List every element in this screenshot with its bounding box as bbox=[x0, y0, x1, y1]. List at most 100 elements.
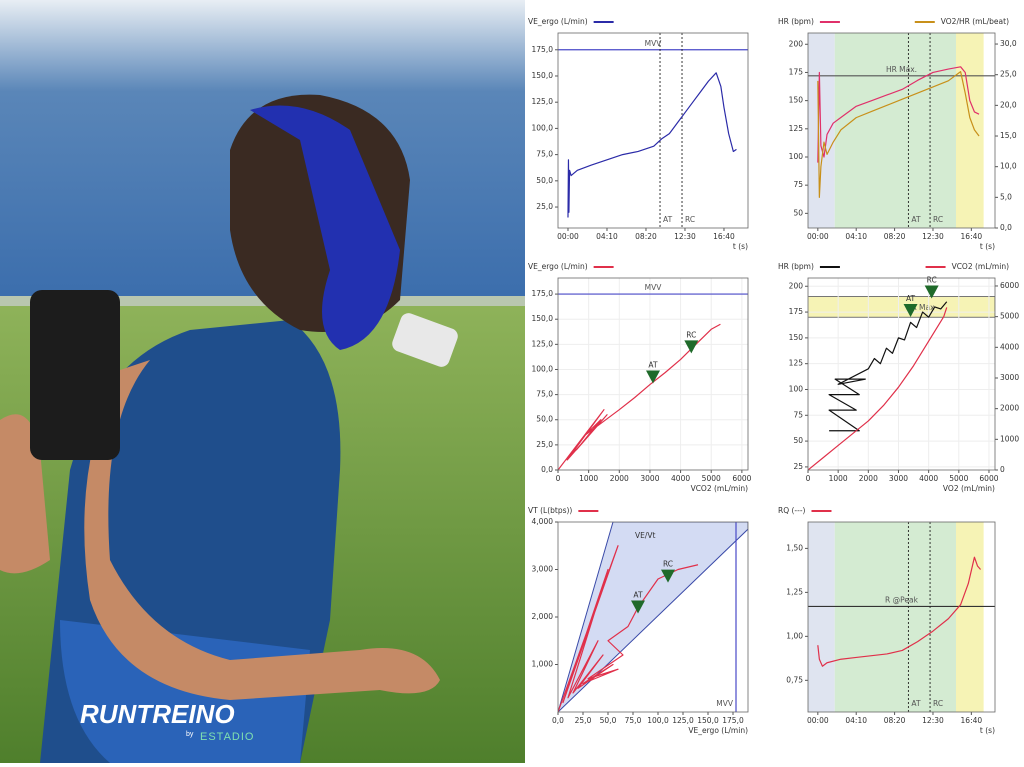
x-tick-label: 00:00 bbox=[557, 232, 579, 241]
plot-frame bbox=[807, 32, 996, 229]
y-tick-label: 150,0 bbox=[532, 314, 554, 323]
threshold-marker bbox=[646, 370, 660, 384]
y-tick-label: 200 bbox=[789, 281, 804, 290]
y-tick-label: 200 bbox=[789, 39, 804, 48]
x-axis-label: VE_ergo (L/min) bbox=[688, 726, 748, 735]
x-tick-label: 0 bbox=[556, 474, 561, 483]
series-name: VO2/HR (mL/beat) bbox=[941, 17, 1009, 26]
y2-tick-label: 5000 bbox=[1000, 312, 1019, 321]
x-tick-label: 00:00 bbox=[807, 232, 829, 241]
y-tick-label: 50 bbox=[793, 208, 803, 217]
x-tick-label: 3000 bbox=[889, 474, 908, 483]
series-name: VE_ergo (L/min) bbox=[528, 17, 588, 26]
plot: HR Max bbox=[808, 278, 995, 470]
x-tick-label: 0 bbox=[806, 474, 811, 483]
y2-tick-label: 20,0 bbox=[1000, 100, 1017, 109]
x-tick-label: 0,0 bbox=[552, 716, 564, 725]
y-tick-label: 125 bbox=[789, 359, 804, 368]
threshold-label: RC bbox=[933, 215, 943, 224]
y2-tick-label: 6000 bbox=[1000, 281, 1019, 290]
y-tick-label: 25,0 bbox=[536, 202, 553, 211]
x-tick-label: 4000 bbox=[919, 474, 938, 483]
marker-label: RC bbox=[927, 275, 937, 284]
x-tick-label: 50,0 bbox=[600, 716, 617, 725]
y-tick-label: 125 bbox=[789, 124, 804, 133]
y-tick-label: 0,0 bbox=[541, 465, 553, 474]
x-tick-label: 12:30 bbox=[922, 716, 944, 725]
series-line bbox=[817, 66, 980, 163]
y-tick-label: 1,000 bbox=[532, 660, 554, 669]
series-line bbox=[828, 301, 948, 432]
y-tick-label: 150,0 bbox=[532, 71, 554, 80]
y-tick-label: 75 bbox=[793, 180, 803, 189]
x-tick-label: 00:00 bbox=[807, 716, 829, 725]
x-tick-label: 16:40 bbox=[961, 232, 983, 241]
y2-tick-label: 5,0 bbox=[1000, 192, 1012, 201]
y2-tick-label: 10,0 bbox=[1000, 162, 1017, 171]
x-tick-label: 08:20 bbox=[884, 232, 906, 241]
y-tick-label: 2,000 bbox=[532, 612, 554, 621]
plot-frame bbox=[557, 521, 749, 713]
reference-label: MVV bbox=[645, 39, 663, 48]
threshold-marker bbox=[661, 569, 675, 583]
y-tick-label: 175,0 bbox=[532, 289, 554, 298]
x-tick-label: 125,0 bbox=[672, 716, 694, 725]
brand-partner: ESTADIO bbox=[200, 731, 254, 743]
y-tick-label: 150 bbox=[789, 96, 804, 105]
y-tick-label: 4,000 bbox=[532, 517, 554, 526]
reference-label: HR Max. bbox=[886, 65, 917, 74]
x-tick-label: 08:20 bbox=[635, 232, 657, 241]
y2-tick-label: 15,0 bbox=[1000, 131, 1017, 140]
x-tick-label: 12:30 bbox=[922, 232, 944, 241]
x-axis-label: t (s) bbox=[733, 242, 748, 251]
x-tick-label: 08:20 bbox=[884, 716, 906, 725]
plot: VE/Vt MVV bbox=[558, 522, 748, 712]
series-name: HR (bpm) bbox=[778, 17, 814, 26]
phase-band bbox=[834, 522, 957, 712]
x-axis-label: VO2 (mL/min) bbox=[943, 484, 995, 493]
plot-frame bbox=[557, 32, 749, 229]
y-tick-label: 1,00 bbox=[786, 631, 803, 640]
y-tick-label: 100 bbox=[789, 384, 804, 393]
x-tick-label: 16:40 bbox=[713, 232, 735, 241]
x-tick-label: 25,0 bbox=[575, 716, 592, 725]
y-tick-label: 1,50 bbox=[786, 543, 803, 552]
threshold-label: AT bbox=[911, 699, 921, 708]
y2-tick-label: 2000 bbox=[1000, 404, 1019, 413]
plot: MVV AT RC bbox=[558, 33, 748, 228]
series-name: VE_ergo (L/min) bbox=[528, 262, 588, 271]
y-tick-label: 0,75 bbox=[786, 675, 803, 684]
y-tick-label: 50 bbox=[793, 436, 803, 445]
plot-frame bbox=[807, 521, 996, 713]
x-tick-label: 2000 bbox=[610, 474, 629, 483]
x-tick-label: 1000 bbox=[579, 474, 598, 483]
x-tick-label: 6000 bbox=[732, 474, 751, 483]
plot-frame bbox=[557, 277, 749, 471]
plot-frame bbox=[807, 277, 996, 471]
phase-band bbox=[834, 33, 957, 228]
y-tick-label: 175 bbox=[789, 307, 804, 316]
y-tick-label: 150 bbox=[789, 333, 804, 342]
x-tick-label: 5000 bbox=[702, 474, 721, 483]
y-tick-label: 50,0 bbox=[536, 176, 553, 185]
threshold-marker bbox=[924, 285, 939, 299]
phase-band bbox=[808, 33, 835, 228]
y-tick-label: 100 bbox=[789, 152, 804, 161]
series-name: RQ (---) bbox=[778, 506, 806, 515]
y-tick-label: 3,000 bbox=[532, 565, 554, 574]
brand-by: by bbox=[186, 731, 194, 738]
plot: R @Peak AT RC bbox=[808, 522, 995, 712]
band-label: HR Max bbox=[906, 303, 935, 312]
threshold-label: AT bbox=[911, 215, 921, 224]
threshold-marker bbox=[631, 600, 645, 614]
photo: RUNTREINO by ESTADIO bbox=[0, 0, 525, 763]
y-tick-label: 75,0 bbox=[536, 150, 553, 159]
series-name: VCO2 (mL/min) bbox=[952, 262, 1010, 271]
marker-label: AT bbox=[648, 361, 658, 370]
brand: RUNTREINO bbox=[80, 699, 235, 729]
x-tick-label: 6000 bbox=[979, 474, 998, 483]
plot: MVV bbox=[558, 278, 748, 470]
marker-label: AT bbox=[633, 591, 643, 600]
y-tick-label: 25,0 bbox=[536, 440, 553, 449]
